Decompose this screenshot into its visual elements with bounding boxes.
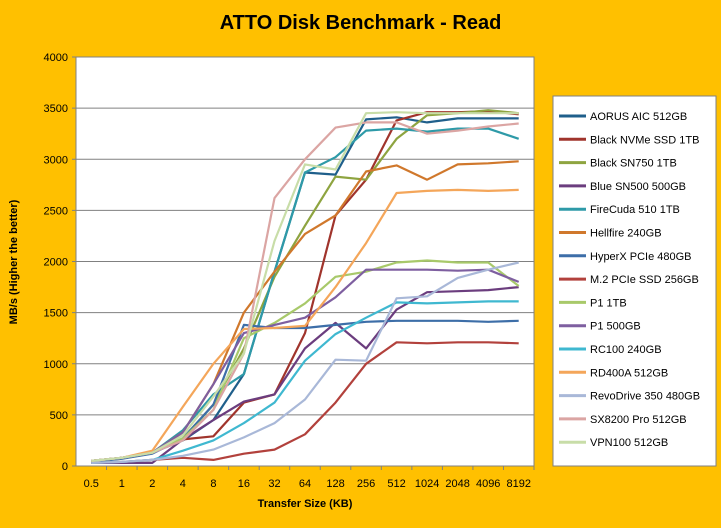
y-tick-label: 1000 xyxy=(44,359,68,371)
legend-item: RevoDrive 350 480GB xyxy=(559,391,700,403)
legend-label: Black NVMe SSD 1TB xyxy=(590,134,699,146)
legend-item: RC100 240GB xyxy=(559,344,662,356)
legend-item: Hellfire 240GB xyxy=(559,228,662,240)
y-tick-label: 1500 xyxy=(44,308,68,320)
legend-item: VPN100 512GB xyxy=(559,437,668,449)
legend-label: P1 500GB xyxy=(590,321,641,333)
legend-item: M.2 PCIe SSD 256GB xyxy=(559,274,699,286)
legend-label: Black SN750 1TB xyxy=(590,158,677,170)
legend-label: P1 1TB xyxy=(590,297,627,309)
y-tick-label: 4000 xyxy=(44,52,68,64)
x-tick-label: 1 xyxy=(119,478,125,490)
legend-item: AORUS AIC 512GB xyxy=(559,111,687,123)
series-line-sx8200-pro-512gb xyxy=(91,121,519,462)
x-tick-label: 4096 xyxy=(476,478,500,490)
legend-label: SX8200 Pro 512GB xyxy=(590,414,687,426)
legend-item: SX8200 Pro 512GB xyxy=(559,414,687,426)
y-tick-label: 500 xyxy=(50,410,68,422)
legend-item: P1 1TB xyxy=(559,297,627,309)
y-tick-label: 2000 xyxy=(44,257,68,269)
x-tick-label: 512 xyxy=(387,478,405,490)
y-axis-ticks: 0 500 1000 1500 2000 2500 3000 3500 4000 xyxy=(44,52,76,473)
x-tick-label: 256 xyxy=(357,478,375,490)
y-tick-label: 2500 xyxy=(44,205,68,217)
x-tick-label: 32 xyxy=(268,478,280,490)
series-line-blue-sn500-500gb xyxy=(91,286,519,464)
y-tick-label: 0 xyxy=(62,461,68,473)
series-line-vpn100-512gb xyxy=(91,111,519,462)
legend-label: Hellfire 240GB xyxy=(590,228,662,240)
legend-label: HyperX PCIe 480GB xyxy=(590,251,692,263)
legend-item: Black NVMe SSD 1TB xyxy=(559,134,699,146)
x-tick-label: 1024 xyxy=(415,478,439,490)
legend-label: AORUS AIC 512GB xyxy=(590,111,687,123)
y-axis-title: MB/s (Higher the better) xyxy=(8,199,20,324)
chart-title: ATTO Disk Benchmark - Read xyxy=(219,12,502,34)
legend-item: Blue SN500 500GB xyxy=(559,181,686,193)
x-tick-label: 8192 xyxy=(506,478,530,490)
series-line-revodrive-350-480gb xyxy=(91,261,519,464)
plot-border xyxy=(75,56,535,467)
x-tick-label: 8 xyxy=(210,478,216,490)
legend-label: FireCuda 510 1TB xyxy=(590,204,680,216)
x-tick-label: 64 xyxy=(299,478,311,490)
series-line-rc100-240gb xyxy=(91,300,519,464)
legend-item: HyperX PCIe 480GB xyxy=(559,251,692,263)
x-tick-label: 16 xyxy=(238,478,250,490)
y-tick-label: 3000 xyxy=(44,154,68,166)
legend-item: RD400A 512GB xyxy=(559,367,668,379)
x-tick-label: 4 xyxy=(180,478,186,490)
legend-label: VPN100 512GB xyxy=(590,437,668,449)
x-tick-label: 128 xyxy=(326,478,344,490)
legend-label: RevoDrive 350 480GB xyxy=(590,391,700,403)
series-line-rd400a-512gb xyxy=(91,188,519,462)
y-tick-label: 3500 xyxy=(44,103,68,115)
x-tick-label: 0.5 xyxy=(84,478,99,490)
legend-item: P1 500GB xyxy=(559,321,641,333)
x-tick-label: 2 xyxy=(149,478,155,490)
legend-label: M.2 PCIe SSD 256GB xyxy=(590,274,699,286)
series-lines xyxy=(91,109,520,464)
legend-label: RC100 240GB xyxy=(590,344,662,356)
legend-label: RD400A 512GB xyxy=(590,367,668,379)
x-axis-ticks: 0.5 1 2 4 8 16 32 64 128 256 512 1024 2048 4096 8192 xyxy=(84,466,535,490)
legend-box xyxy=(552,95,717,467)
legend-item: Black SN750 1TB xyxy=(559,158,677,170)
x-axis-title: Transfer Size (KB) xyxy=(258,498,353,510)
legend-item: FireCuda 510 1TB xyxy=(559,204,680,216)
x-tick-label: 2048 xyxy=(445,478,469,490)
legend-label: Blue SN500 500GB xyxy=(590,181,686,193)
legend: AORUS AIC 512GB Black NVMe SSD 1TB Black S… xyxy=(559,111,700,449)
